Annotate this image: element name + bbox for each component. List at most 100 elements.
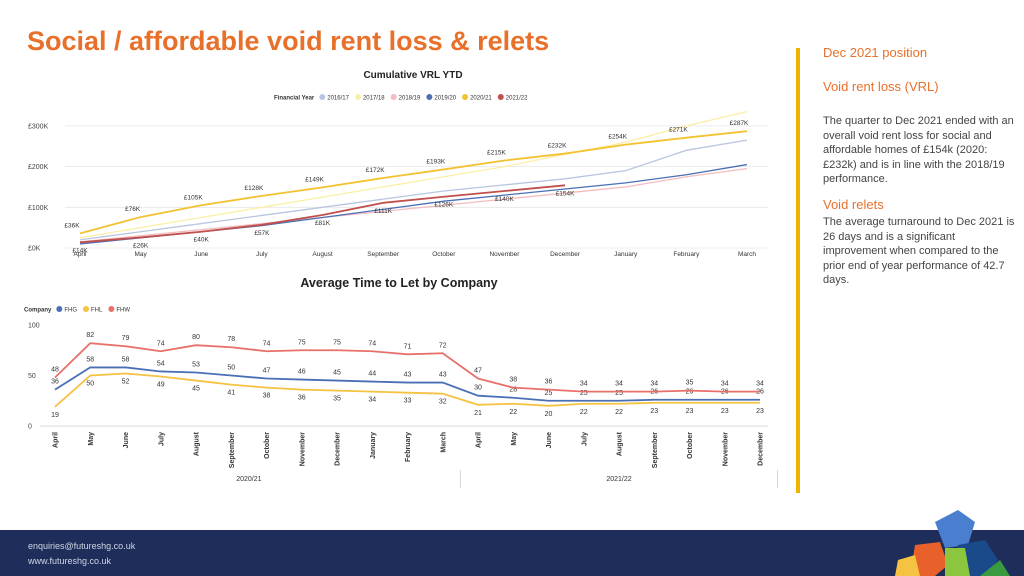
series-line [79,111,748,239]
x-tick-label: May [134,251,147,258]
x-tick-label: October [432,251,456,258]
x-tick-label: April [53,432,60,448]
sidebar-heading: Dec 2021 position [823,45,928,60]
x-tick-label: July [256,251,268,258]
relets-text: The average turnaround to Dec 2021 is 26… [823,216,1015,286]
x-tick-label: July [158,432,165,446]
data-label: 23 [721,408,729,415]
data-label: 22 [580,409,588,416]
y-tick-label: £100K [28,205,49,212]
data-label: 36 [298,395,306,402]
data-label: 36 [51,379,59,386]
relets-heading: Void relets [823,197,884,212]
series-line [79,167,748,243]
legend-label: 2020/21 [470,96,492,102]
x-tick-label: August [617,431,624,456]
x-tick-label: November [489,251,520,258]
x-tick-label: July [581,432,588,446]
footer-email: enquiries@futureshg.co.uk [28,541,136,551]
legend-swatch [462,94,469,100]
data-label: 28 [509,387,517,394]
series-line [54,366,760,402]
data-label: 43 [404,372,412,379]
x-tick-label: May [88,432,95,446]
data-label: 34 [580,381,588,388]
x-tick-label: November [299,432,306,467]
series-line [79,130,748,235]
x-tick-label: August [194,431,201,456]
data-label: 74 [368,340,376,347]
x-tick-label: April [476,432,483,448]
data-label: 75 [298,339,306,346]
data-label: £149K [305,176,324,183]
x-tick-label: September [229,432,236,468]
data-label: £14K [72,247,88,254]
data-label: 47 [263,368,271,375]
data-label: 53 [192,361,200,368]
vrl-text: The quarter to Dec 2021 ended with an ov… [823,115,1014,185]
data-label: 45 [333,370,341,377]
x-tick-label: November [722,432,729,467]
data-label: 50 [227,365,235,372]
x-group-label: 2021/22 [606,476,631,483]
data-label: 23 [756,408,764,415]
x-tick-label: January [370,432,377,459]
data-label: £193K [426,158,445,165]
data-label: 30 [474,385,482,392]
data-label: £154K [556,190,575,197]
legend-swatch [426,94,433,100]
data-label: 38 [263,393,271,400]
x-tick-label: August [312,251,332,258]
data-label: 34 [615,381,623,388]
data-label: 33 [404,398,412,405]
data-label: 71 [404,343,412,350]
data-label: 22 [615,409,623,416]
data-label: 38 [509,377,517,384]
data-label: 34 [368,397,376,404]
data-label: 54 [157,360,165,367]
x-tick-label: February [405,432,412,462]
data-label: £172K [366,167,385,174]
data-label: £81K [315,220,331,227]
data-label: £140K [495,196,514,203]
legend-label: FHW [116,308,130,314]
x-tick-label: June [194,251,208,258]
data-label: 72 [439,342,447,349]
legend-label: 2017/18 [363,96,385,102]
data-label: £215K [487,149,506,156]
data-label: 34 [650,381,658,388]
data-label: £232K [548,143,567,150]
vrl-heading: Void rent loss (VRL) [823,79,939,94]
data-label: 23 [650,408,658,415]
footer [0,530,1024,576]
series-line [54,342,760,393]
data-label: £126K [434,202,453,209]
series-line [54,372,760,408]
data-label: 75 [333,339,341,346]
data-label: £57K [254,230,270,237]
legend-label: FHG [64,308,77,314]
data-label: 35 [333,396,341,403]
y-tick-label: 100 [28,323,40,330]
data-label: £287K [730,120,749,127]
x-tick-label: September [367,251,400,258]
data-label: 58 [86,356,94,363]
y-tick-label: £200K [28,164,49,171]
data-label: 74 [263,340,271,347]
data-label: 44 [368,371,376,378]
y-tick-label: 0 [28,424,32,431]
legend-swatch [83,306,90,312]
series-line [79,139,748,241]
data-label: 20 [545,411,553,418]
data-label: 48 [51,367,59,374]
data-label: 36 [545,379,553,386]
x-tick-label: February [673,251,700,258]
data-label: £111K [374,208,392,215]
data-label: £254K [608,134,627,141]
x-tick-label: December [758,432,765,466]
data-label: 79 [122,335,130,342]
series-line [79,184,566,244]
legend-label: 2016/17 [327,96,349,102]
y-tick-label: 50 [28,373,36,380]
